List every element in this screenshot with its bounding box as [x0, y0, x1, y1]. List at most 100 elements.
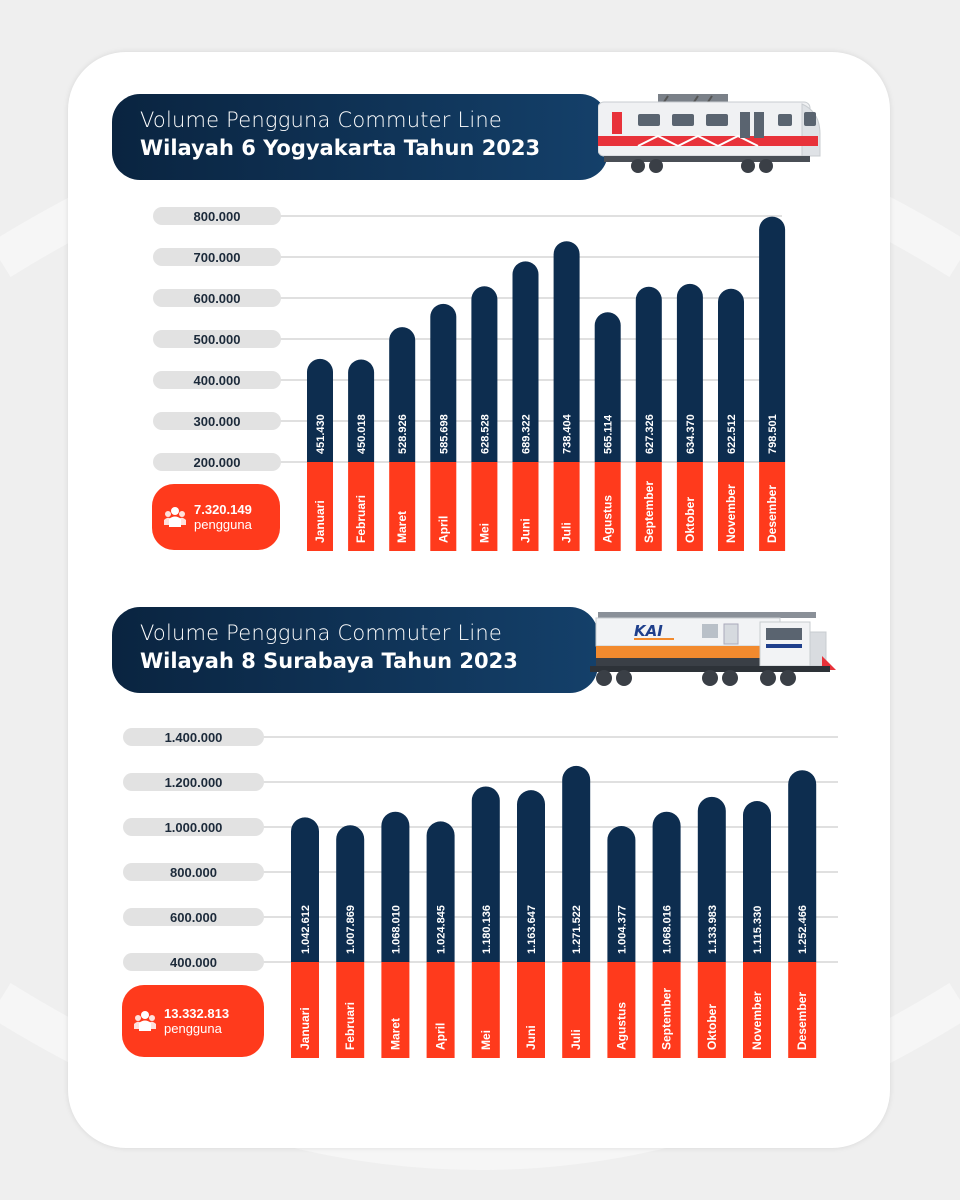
chart2-title: Volume Pengguna Commuter Line Wilayah 8 …: [112, 607, 598, 693]
chart1-total-badge: 7.320.149 pengguna: [152, 484, 280, 550]
chart2-bar-value-segment: [788, 770, 817, 962]
chart1-bar-category-segment: [759, 462, 786, 551]
chart2-total-value: 13.332.813: [164, 1006, 230, 1021]
chart1-bar-value-segment: [759, 216, 786, 462]
chart2-category-label: November: [750, 991, 764, 1050]
chart2-ytick-pill: [123, 818, 264, 836]
chart2-ytick-pill: [123, 728, 264, 746]
chart1-ytick-label: 700.000: [194, 250, 241, 265]
chart1-bar-category-segment: [348, 462, 375, 551]
chart1-total-value: 7.320.149: [194, 502, 252, 517]
users-icon: [134, 1011, 156, 1031]
chart2-data-label: 1.042.612: [300, 905, 312, 954]
chart1-bar: 585.698 April: [430, 303, 457, 551]
chart1-bar: 627.326 September: [635, 286, 662, 551]
chart2-total-label: pengguna: [164, 1021, 222, 1036]
kai-logo: KAI: [634, 622, 663, 640]
chart1-bar: 689.322 Juni: [512, 261, 539, 551]
chart2-bar-category-segment: [291, 962, 319, 1058]
chart1-total-label: pengguna: [194, 517, 252, 532]
chart1-bar-category-segment: [718, 462, 744, 551]
chart1-bar-category-segment: [553, 462, 580, 551]
chart1-title-line1: Volume Pengguna Commuter Line: [140, 108, 503, 132]
chart2-data-label: 1.007.869: [345, 905, 357, 954]
chart1-bar-category-segment: [594, 462, 621, 551]
chart2-ytick-pill: [123, 773, 264, 791]
chart1-bar-category-segment: [471, 462, 498, 551]
chart1-title: Volume Pengguna Commuter Line Wilayah 6 …: [112, 94, 608, 180]
chart1-ytick-pill: [153, 289, 281, 307]
chart1-category-label: Juni: [519, 518, 533, 543]
chart2-bar: 1.133.983 Oktober: [697, 796, 726, 1058]
chart2-category-label: Juni: [524, 1025, 538, 1050]
chart1-bar-value-segment: [512, 261, 539, 462]
chart2-ytick-label: 1.400.000: [165, 730, 223, 745]
chart2-bar-category-segment: [426, 962, 455, 1058]
chart2-bar-category-segment: [471, 962, 500, 1058]
chart2-bar-category-segment: [652, 962, 681, 1058]
chart1-bar-category-segment: [430, 462, 457, 551]
chart1-data-label: 450.018: [356, 414, 368, 454]
chart1-bar-category-segment: [676, 462, 703, 551]
chart1-bar-chart: 800.000 700.000 600.000 500.000 400.000 300.0…: [153, 207, 786, 551]
chart2-bar-category-segment: [381, 962, 410, 1058]
chart1-ytick-label: 800.000: [194, 209, 241, 224]
chart2-bar: 1.007.869 Februari: [336, 825, 365, 1058]
chart1-ytick-pill: [153, 453, 281, 471]
users-icon: [164, 507, 186, 527]
chart2-ytick-label: 1.000.000: [165, 820, 223, 835]
chart2-data-label: 1.004.377: [616, 905, 628, 954]
chart1-ytick-label: 600.000: [194, 291, 241, 306]
chart2-data-label: 1.068.016: [662, 905, 674, 954]
chart1-title-line2: Wilayah 6 Yogyakarta Tahun 2023: [140, 136, 541, 160]
chart2-bar-value-segment: [336, 825, 365, 962]
chart1-ytick-pill: [153, 412, 281, 430]
chart1-category-label: Desember: [765, 485, 779, 543]
chart1-bar: 622.512 November: [718, 288, 744, 551]
chart2-bar: 1.068.010 Maret: [381, 811, 410, 1058]
chart2-bar: 1.163.647 Juni: [517, 790, 545, 1058]
chart2-bar-value-segment: [607, 826, 636, 962]
chart2-data-label: 1.133.983: [707, 905, 719, 954]
chart1-data-label: 634.370: [685, 414, 697, 454]
chart2-bar-value-segment: [517, 790, 545, 962]
chart1-category-label: September: [642, 481, 656, 543]
chart2-ytick-label: 400.000: [170, 955, 217, 970]
chart1-bar-value-segment: [553, 241, 580, 462]
chart2-bar: 1.004.377 Agustus: [607, 826, 636, 1058]
chart1-bar-value-segment: [430, 303, 457, 462]
chart1-data-label: 798.501: [767, 414, 779, 454]
chart1-bar-category-segment: [389, 462, 416, 551]
chart2-category-label: Agustus: [614, 1002, 628, 1050]
chart1-category-label: Juli: [560, 522, 574, 543]
chart1-bar: 565.114 Agustus: [594, 312, 621, 551]
chart1-ytick-label: 300.000: [194, 414, 241, 429]
chart2-bar: 1.271.522 Juli: [562, 765, 591, 1058]
chart1-category-label: November: [724, 484, 738, 543]
chart1-data-label: 738.404: [562, 413, 574, 454]
chart2-data-label: 1.271.522: [571, 905, 583, 954]
chart2-data-label: 1.252.466: [797, 905, 809, 954]
chart2-bar-value-segment: [426, 821, 455, 962]
chart1-ytick-pill: [153, 207, 281, 225]
chart1-bar: 450.018 Februari: [348, 359, 375, 551]
chart1-ytick-pill: [153, 330, 281, 348]
chart2-bar-category-segment: [743, 962, 771, 1058]
chart2-bar-value-segment: [697, 796, 726, 962]
chart1-bar-value-segment: [718, 288, 744, 462]
chart2-bar: 1.024.845 April: [426, 821, 455, 1058]
chart2-ytick-label: 600.000: [170, 910, 217, 925]
chart2-category-label: Maret: [388, 1018, 402, 1050]
chart1-bar-value-segment: [389, 327, 416, 462]
chart2-bar-value-segment: [381, 811, 410, 962]
chart1-ytick-pill: [153, 371, 281, 389]
locomotive-illustration: KAI: [590, 612, 836, 686]
chart2-ytick-pill: [123, 863, 264, 881]
chart2-bar-value-segment: [562, 765, 591, 962]
chart1-bar: 451.430 Januari: [307, 358, 333, 551]
chart2-data-label: 1.115.330: [752, 906, 764, 954]
chart2-bar-category-segment: [607, 962, 636, 1058]
chart1-category-label: Mei: [477, 523, 491, 543]
chart2-bar: 1.042.612 Januari: [291, 817, 319, 1058]
